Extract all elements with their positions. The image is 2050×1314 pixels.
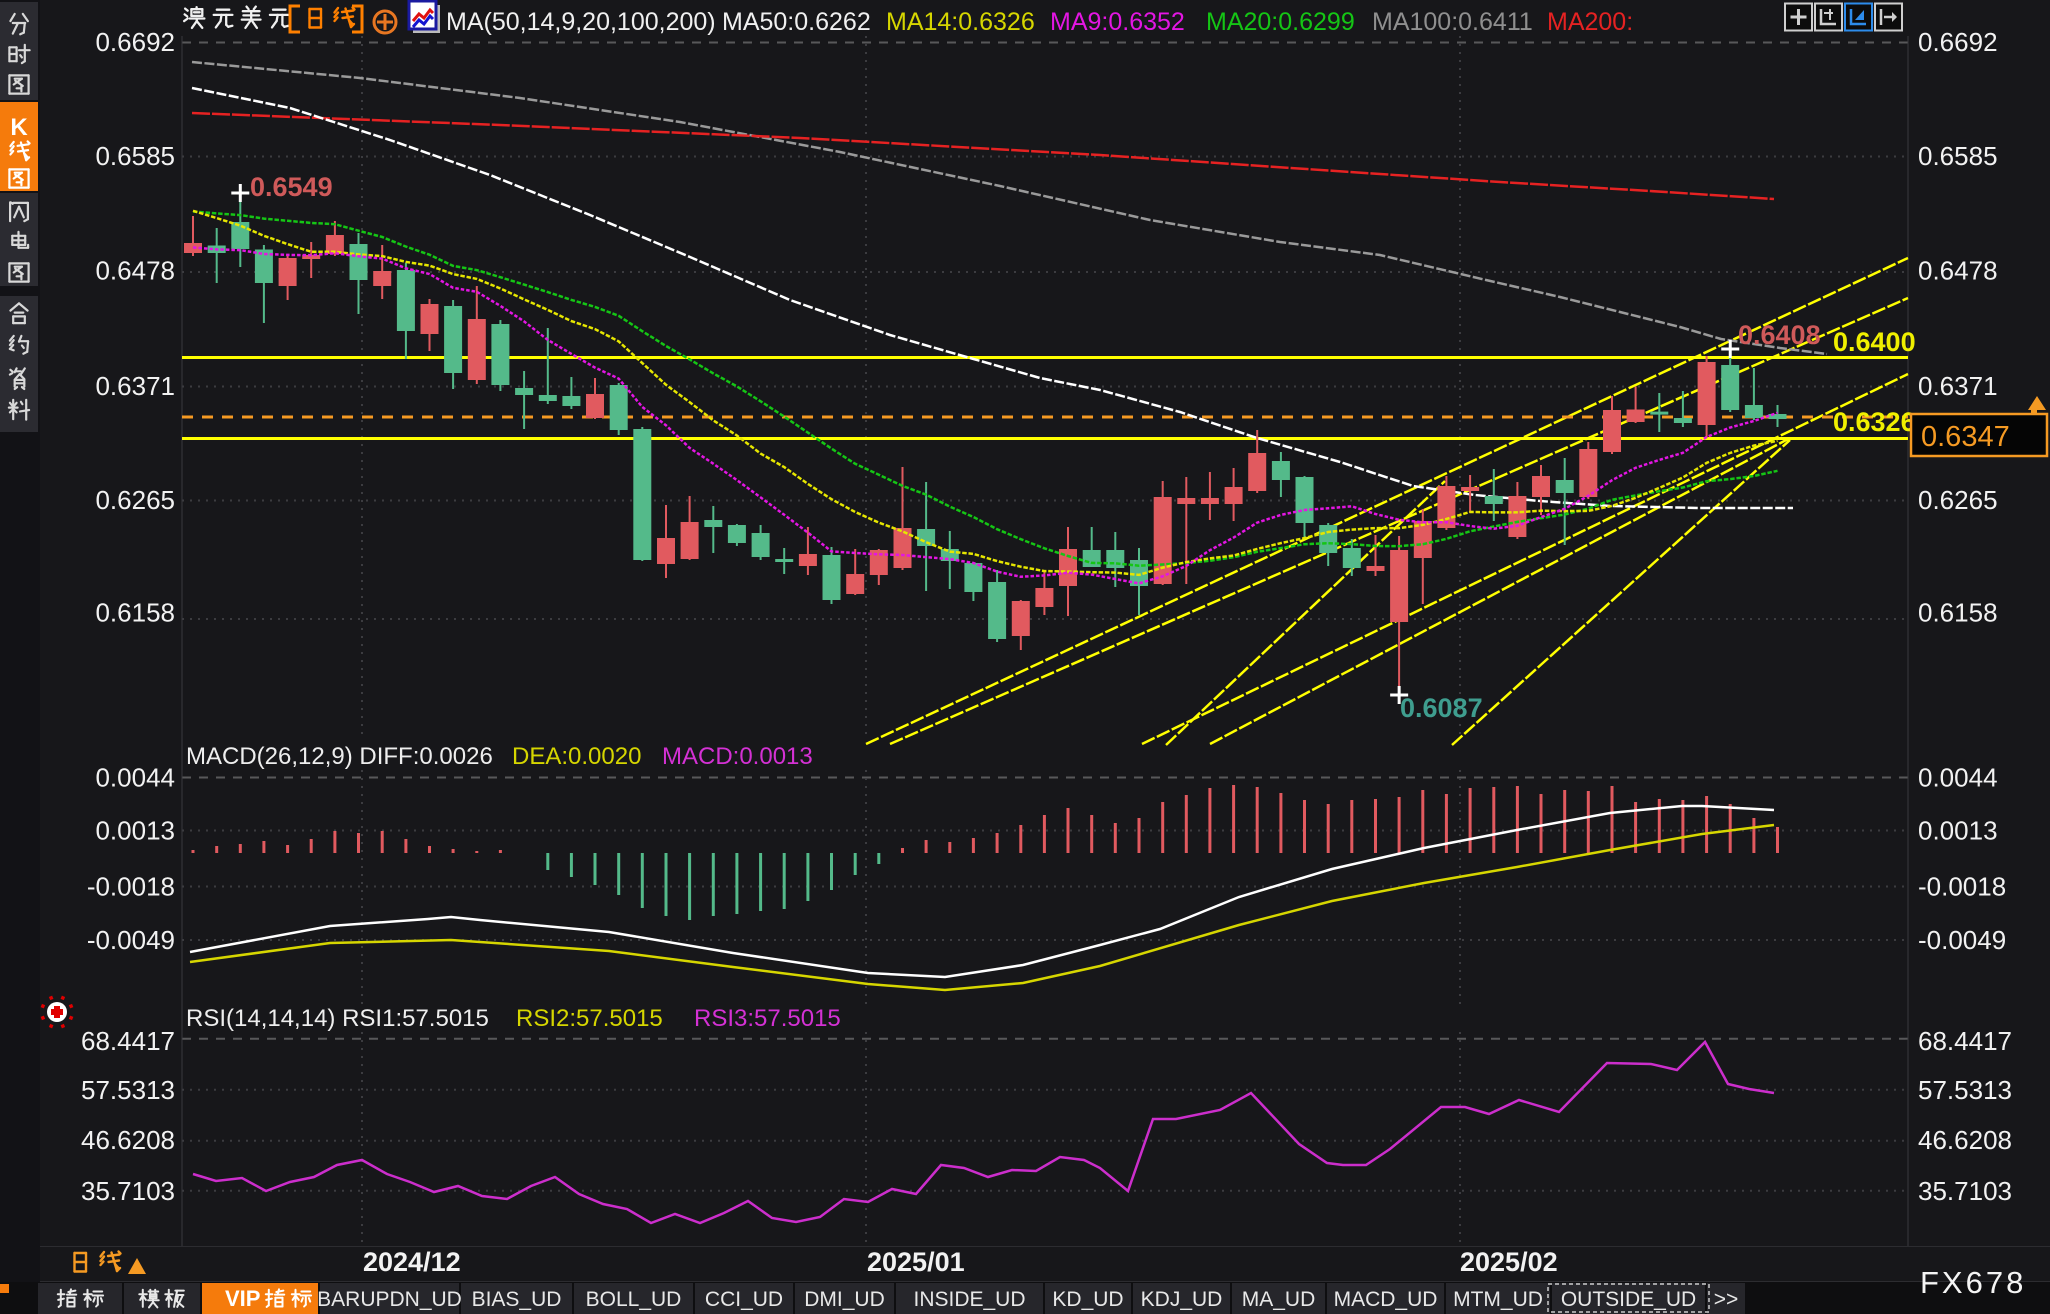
- svg-text:CCI_UD: CCI_UD: [705, 1288, 783, 1311]
- svg-text:RSI(14,14,14) RSI1:57.5015: RSI(14,14,14) RSI1:57.5015: [186, 1005, 489, 1032]
- svg-text:MA9:0.6352: MA9:0.6352: [1050, 8, 1185, 36]
- svg-text:0.6585: 0.6585: [95, 141, 175, 171]
- svg-text:MACD:0.0013: MACD:0.0013: [662, 743, 813, 770]
- svg-text:MA(50,14,9,20,100,200): MA(50,14,9,20,100,200): [446, 8, 716, 36]
- svg-text:0.6158: 0.6158: [1918, 598, 1998, 628]
- svg-text:MACD(26,12,9) DIFF:0.0026: MACD(26,12,9) DIFF:0.0026: [186, 743, 493, 770]
- svg-text:KD_UD: KD_UD: [1052, 1288, 1123, 1311]
- svg-text:VIP: VIP: [225, 1286, 260, 1311]
- svg-text:68.4417: 68.4417: [1918, 1026, 2012, 1056]
- svg-text:BOLL_UD: BOLL_UD: [586, 1288, 682, 1311]
- svg-text:0.6692: 0.6692: [1918, 27, 1998, 57]
- svg-text:0.6400: 0.6400: [1833, 327, 1916, 357]
- svg-text:FX678: FX678: [1920, 1265, 2026, 1300]
- svg-text:0.6478: 0.6478: [95, 256, 175, 286]
- svg-text:-0.0018: -0.0018: [1918, 872, 2006, 902]
- svg-text:KDJ_UD: KDJ_UD: [1141, 1288, 1223, 1311]
- svg-text:0.6549: 0.6549: [250, 172, 333, 202]
- svg-text:>>: >>: [1714, 1288, 1739, 1311]
- svg-text:0.6087: 0.6087: [1400, 693, 1483, 723]
- svg-text:0.6478: 0.6478: [1918, 256, 1998, 286]
- svg-text:0.0013: 0.0013: [95, 816, 175, 846]
- svg-text:0.6692: 0.6692: [95, 27, 175, 57]
- svg-text:BIAS_UD: BIAS_UD: [472, 1288, 562, 1311]
- svg-text:0.6158: 0.6158: [95, 598, 175, 628]
- svg-text:K: K: [10, 114, 28, 141]
- svg-text:DMI_UD: DMI_UD: [804, 1288, 885, 1311]
- svg-text:57.5313: 57.5313: [1918, 1075, 2012, 1105]
- svg-text:MA50:0.6262: MA50:0.6262: [722, 8, 871, 36]
- svg-text:MA14:0.6326: MA14:0.6326: [886, 8, 1035, 36]
- svg-text:BARUPDN_UD: BARUPDN_UD: [317, 1288, 462, 1311]
- svg-text:0.6585: 0.6585: [1918, 141, 1998, 171]
- svg-text:MA20:0.6299: MA20:0.6299: [1206, 8, 1355, 36]
- svg-text:0.6371: 0.6371: [1918, 371, 1998, 401]
- svg-text:68.4417: 68.4417: [81, 1026, 175, 1056]
- svg-text:-0.0049: -0.0049: [1918, 925, 2006, 955]
- svg-text:46.6208: 46.6208: [1918, 1125, 2012, 1155]
- svg-text:RSI3:57.5015: RSI3:57.5015: [694, 1005, 841, 1032]
- svg-text:MTM_UD: MTM_UD: [1453, 1288, 1543, 1311]
- svg-text:0.6326: 0.6326: [1833, 407, 1916, 437]
- svg-text:0.6408: 0.6408: [1738, 320, 1821, 350]
- svg-text:0.0013: 0.0013: [1918, 816, 1998, 846]
- svg-text:0.6347: 0.6347: [1921, 421, 2010, 453]
- svg-text:0.0044: 0.0044: [95, 763, 175, 793]
- svg-text:INSIDE_UD: INSIDE_UD: [913, 1288, 1025, 1311]
- svg-text:2024/12: 2024/12: [363, 1247, 461, 1277]
- svg-text:0.6265: 0.6265: [95, 485, 175, 515]
- svg-text:0.6371: 0.6371: [95, 371, 175, 401]
- svg-text:MA200:: MA200:: [1547, 8, 1633, 36]
- svg-text:0.6265: 0.6265: [1918, 485, 1998, 515]
- svg-text:46.6208: 46.6208: [81, 1125, 175, 1155]
- svg-text:DEA:0.0020: DEA:0.0020: [512, 743, 641, 770]
- svg-text:-0.0049: -0.0049: [87, 925, 175, 955]
- svg-text:35.7103: 35.7103: [81, 1176, 175, 1206]
- svg-text:RSI2:57.5015: RSI2:57.5015: [516, 1005, 663, 1032]
- svg-text:57.5313: 57.5313: [81, 1075, 175, 1105]
- svg-text:-0.0018: -0.0018: [87, 872, 175, 902]
- svg-text:35.7103: 35.7103: [1918, 1176, 2012, 1206]
- svg-text:2025/01: 2025/01: [867, 1247, 965, 1277]
- svg-text:OUTSIDE_UD: OUTSIDE_UD: [1561, 1288, 1696, 1311]
- svg-text:2025/02: 2025/02: [1460, 1247, 1558, 1277]
- svg-text:MACD_UD: MACD_UD: [1334, 1288, 1438, 1311]
- svg-text:0.0044: 0.0044: [1918, 763, 1998, 793]
- svg-text:MA_UD: MA_UD: [1242, 1288, 1316, 1311]
- svg-text:MA100:0.6411: MA100:0.6411: [1372, 8, 1533, 36]
